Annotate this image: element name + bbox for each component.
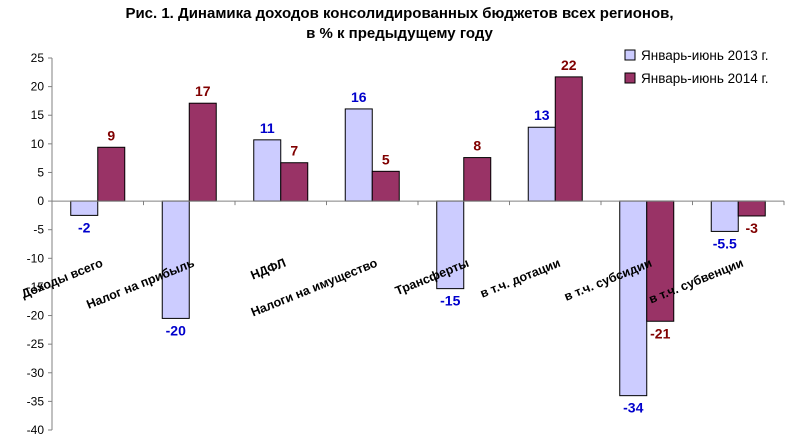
y-tick-label: 0: [37, 194, 44, 208]
bar: [527, 126, 556, 202]
y-tick-label: -10: [27, 251, 45, 265]
chart-title-line-1: Рис. 1. Динамика доходов консолидированн…: [125, 5, 674, 22]
y-tick-label: -35: [27, 394, 45, 408]
data-label: -34: [623, 400, 643, 416]
data-label: -15: [440, 293, 460, 309]
y-tick-label: 10: [31, 137, 45, 151]
bar: [436, 200, 465, 290]
y-tick-label: -40: [27, 423, 45, 437]
bar: [344, 108, 373, 202]
data-label: 9: [107, 127, 115, 143]
data-label: -5.5: [713, 235, 737, 251]
bar: [554, 76, 583, 202]
bar: [371, 170, 400, 202]
legend-swatch: [624, 72, 636, 84]
data-label: -3: [746, 220, 759, 236]
data-label: 22: [561, 57, 577, 73]
y-tick-label: 25: [31, 51, 45, 65]
bar: [646, 200, 675, 322]
bar: [97, 146, 126, 202]
y-tick-label: -5: [33, 223, 44, 237]
category-label: в т.ч. дотации: [478, 256, 562, 301]
data-label: -20: [166, 322, 186, 338]
bar: [737, 200, 766, 217]
data-label: 17: [195, 83, 211, 99]
bar: [619, 200, 648, 397]
data-label: 16: [351, 89, 367, 105]
chart-title-line-2: в % к предыдущему году: [306, 25, 493, 42]
legend-swatch: [624, 49, 636, 61]
y-tick-label: -15: [27, 280, 45, 294]
bar: [463, 157, 492, 202]
bar: [710, 200, 739, 232]
bar: [161, 200, 190, 319]
y-tick-label: 5: [37, 165, 44, 179]
data-label: 11: [260, 120, 275, 136]
bar: [70, 200, 99, 216]
data-label: 5: [382, 151, 390, 167]
data-label: -21: [650, 325, 670, 341]
legend-label: Январь-июнь 2014 г.: [641, 71, 769, 86]
y-tick-label: 15: [31, 108, 45, 122]
bar: [280, 162, 309, 202]
category-label: НДФЛ: [249, 256, 288, 283]
bar: [188, 102, 217, 202]
y-tick-label: -20: [27, 309, 45, 323]
y-tick-label: -30: [27, 366, 45, 380]
bar: [253, 139, 282, 202]
data-label: 8: [473, 138, 481, 154]
y-tick-label: -25: [27, 337, 45, 351]
data-label: 13: [534, 107, 550, 123]
data-label: 7: [290, 143, 298, 159]
data-label: -2: [78, 219, 91, 235]
chart-title: Рис. 1. Динамика доходов консолидированн…: [0, 4, 799, 44]
legend-label: Январь-июнь 2013 г.: [641, 48, 769, 63]
y-tick-label: 20: [31, 80, 45, 94]
